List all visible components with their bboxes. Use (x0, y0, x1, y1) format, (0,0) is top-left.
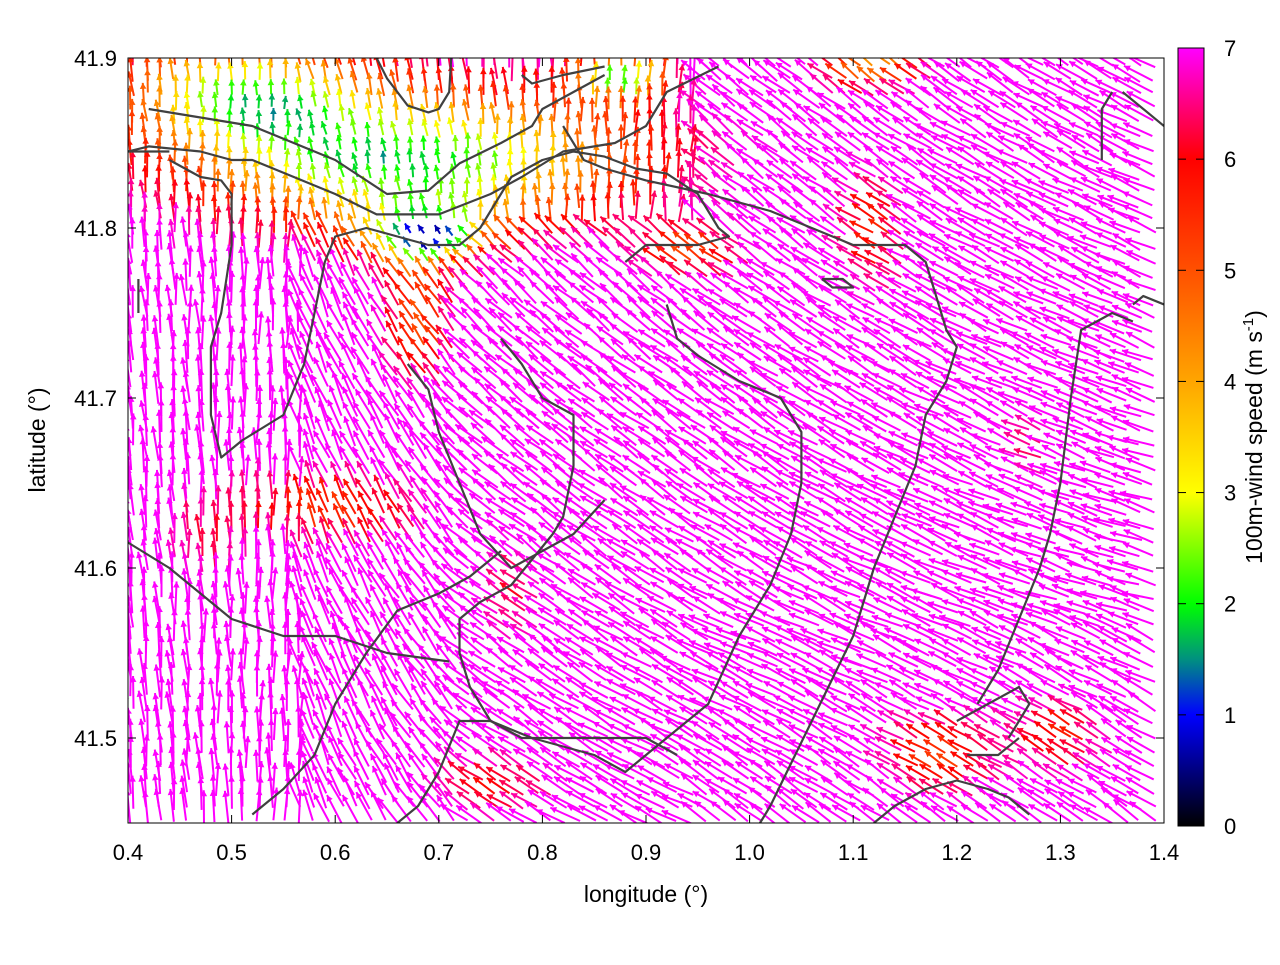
colorbar-tick-label: 6 (1224, 147, 1236, 172)
y-tick-label: 41.6 (74, 556, 117, 581)
y-tick-label: 41.9 (74, 46, 117, 71)
y-tick-label: 41.7 (74, 386, 117, 411)
x-tick-label: 0.4 (113, 840, 144, 865)
x-tick-label: 0.9 (631, 840, 662, 865)
x-tick-label: 0.5 (216, 840, 247, 865)
x-tick-label: 0.8 (527, 840, 558, 865)
x-tick-label: 0.6 (320, 840, 351, 865)
colorbar-label: 100m-wind speed (m s-1) (1240, 310, 1267, 564)
colorbar-label-superscript: -1 (1240, 318, 1257, 331)
colorbar-tick-label: 4 (1224, 369, 1236, 394)
colorbar-tick-label: 2 (1224, 592, 1236, 617)
x-tick-label: 1.4 (1149, 840, 1180, 865)
x-tick-label: 1.3 (1045, 840, 1076, 865)
x-tick-label: 1.0 (734, 840, 765, 865)
x-tick-label: 1.1 (838, 840, 869, 865)
y-axis-label: latitude (°) (24, 387, 50, 492)
x-tick-label: 0.7 (424, 840, 455, 865)
y-tick-label: 41.8 (74, 216, 117, 241)
x-tick-label: 1.2 (942, 840, 973, 865)
colorbar-tick-label: 7 (1224, 36, 1236, 61)
colorbar-tick-label: 3 (1224, 481, 1236, 506)
colorbar-tick-label: 0 (1224, 814, 1236, 839)
colorbar-label-main: 100m-wind speed (m s (1241, 331, 1267, 564)
colorbar (1178, 48, 1204, 826)
x-axis-label: longitude (°) (584, 881, 708, 907)
colorbar-tick-label: 1 (1224, 703, 1236, 728)
colorbar-tick-label: 5 (1224, 258, 1236, 283)
y-tick-label: 41.5 (74, 726, 117, 751)
colorbar-label-end: ) (1241, 310, 1267, 318)
